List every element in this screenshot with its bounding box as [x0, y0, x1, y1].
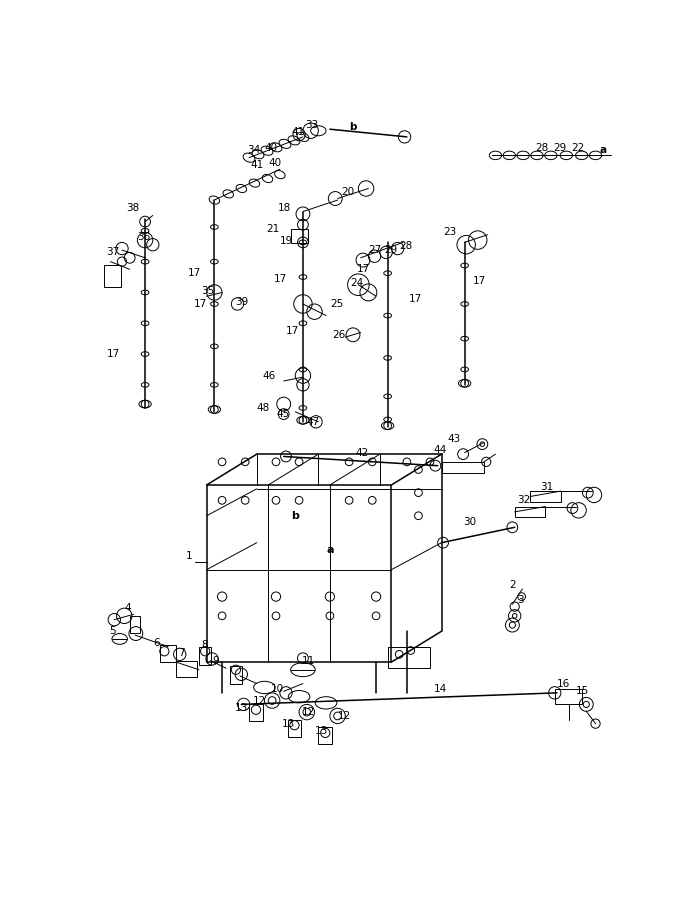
Text: b: b	[349, 122, 357, 132]
Text: 29: 29	[553, 143, 566, 152]
Bar	[199, 647, 211, 665]
Text: 17: 17	[274, 274, 287, 283]
Text: 46: 46	[263, 370, 276, 380]
Text: 17: 17	[286, 326, 299, 336]
Text: 2: 2	[509, 580, 516, 590]
Text: a: a	[326, 545, 334, 555]
Text: 10: 10	[271, 684, 284, 694]
Text: 22: 22	[571, 143, 584, 152]
Text: 17: 17	[473, 276, 486, 286]
Text: 30: 30	[463, 517, 476, 527]
Bar	[388, 647, 430, 668]
Text: 28: 28	[536, 143, 549, 152]
Text: 12: 12	[253, 695, 266, 706]
Text: 41: 41	[291, 127, 305, 137]
Bar	[129, 616, 140, 632]
Text: 31: 31	[540, 483, 553, 492]
Bar	[514, 507, 545, 518]
Text: 40: 40	[269, 158, 282, 168]
Bar	[229, 666, 242, 684]
Text: a: a	[599, 145, 606, 155]
Text: 24: 24	[351, 278, 364, 288]
Text: 36: 36	[138, 232, 151, 242]
Text: 4: 4	[124, 603, 131, 614]
Bar	[530, 491, 561, 502]
Text: 17: 17	[409, 293, 423, 303]
Text: 20: 20	[341, 187, 355, 197]
Text: 45: 45	[276, 409, 289, 419]
Bar	[288, 719, 301, 736]
Bar	[104, 266, 121, 287]
Text: 23: 23	[443, 227, 456, 238]
Text: 1: 1	[186, 551, 192, 561]
Text: 19: 19	[280, 236, 293, 246]
Bar	[176, 660, 197, 677]
Text: 42: 42	[356, 448, 369, 457]
Bar	[556, 689, 582, 704]
Text: 28: 28	[399, 241, 412, 251]
Text: 37: 37	[107, 248, 120, 257]
Text: 6: 6	[153, 638, 160, 648]
Text: 44: 44	[434, 445, 447, 456]
Text: 13: 13	[282, 718, 295, 728]
Text: 34: 34	[247, 145, 261, 155]
Bar	[442, 462, 484, 473]
Text: 17: 17	[107, 349, 120, 359]
Text: 40: 40	[264, 143, 277, 152]
Text: 14: 14	[434, 684, 447, 694]
Text: 18: 18	[278, 203, 292, 213]
Text: 26: 26	[332, 330, 345, 340]
Bar	[249, 704, 263, 721]
Text: 39: 39	[235, 297, 249, 307]
Text: 38: 38	[126, 203, 139, 213]
Text: 35: 35	[201, 286, 214, 296]
Bar	[160, 645, 176, 662]
Text: 5: 5	[109, 626, 116, 636]
Text: 17: 17	[357, 265, 370, 274]
Text: 29: 29	[384, 245, 397, 255]
Text: 9: 9	[212, 656, 219, 666]
Text: b: b	[291, 510, 299, 521]
Text: 17: 17	[188, 268, 201, 278]
Text: 16: 16	[557, 679, 571, 689]
Text: 27: 27	[369, 245, 382, 255]
Text: 17: 17	[194, 299, 207, 309]
Bar	[290, 230, 308, 243]
Text: 15: 15	[576, 686, 590, 696]
Text: 12: 12	[338, 711, 351, 721]
Text: 48: 48	[257, 403, 270, 413]
Text: 7: 7	[178, 648, 185, 658]
Bar	[319, 727, 332, 745]
Text: 25: 25	[330, 299, 343, 309]
Text: 41: 41	[251, 161, 264, 170]
Text: 3: 3	[517, 596, 523, 605]
Text: 13: 13	[314, 727, 327, 736]
Text: 43: 43	[448, 434, 461, 444]
Text: 33: 33	[306, 119, 319, 129]
Text: 11: 11	[301, 656, 314, 666]
Text: 21: 21	[266, 224, 279, 234]
Text: 8: 8	[201, 640, 208, 650]
Text: 32: 32	[517, 495, 530, 505]
Text: 47: 47	[307, 417, 320, 427]
Text: 12: 12	[301, 707, 314, 717]
Text: 13: 13	[235, 703, 249, 713]
